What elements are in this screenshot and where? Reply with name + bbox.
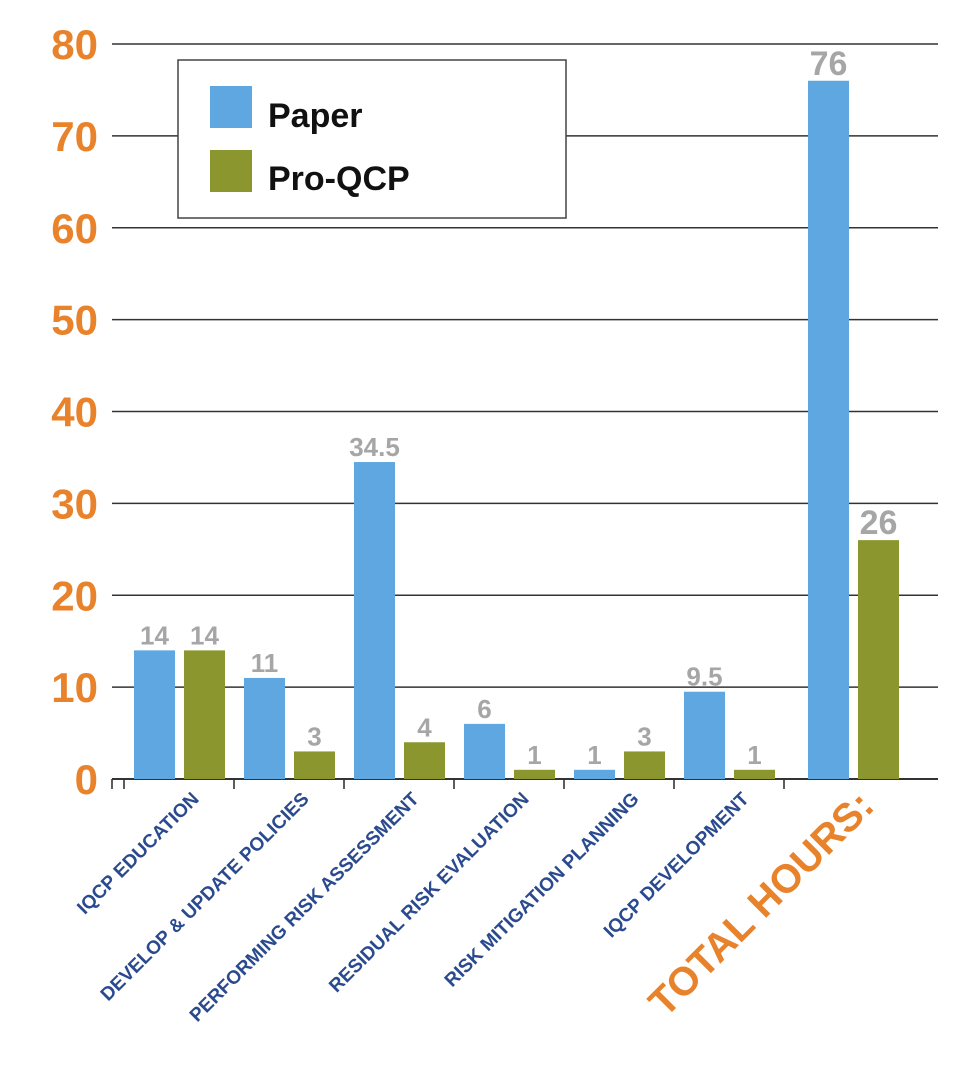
x-tick-label-0: IQCP EDUCATION xyxy=(73,789,203,919)
bar-paper-3 xyxy=(464,723,505,779)
y-tick-label-50: 50 xyxy=(51,297,98,344)
bars xyxy=(134,80,899,779)
y-tick-label-60: 60 xyxy=(51,205,98,252)
y-tick-label-70: 70 xyxy=(51,113,98,160)
bar-paper-6 xyxy=(808,80,849,779)
legend-swatch-paper xyxy=(210,86,252,128)
legend-label-paper: Paper xyxy=(268,97,363,135)
legend-label-pro-qcp: Pro-QCP xyxy=(268,160,410,198)
legend: Paper Pro-QCP xyxy=(177,59,567,219)
data-label-pro-qcp-4: 3 xyxy=(637,721,651,751)
y-tick-label-20: 20 xyxy=(51,572,98,619)
bar-paper-5 xyxy=(684,691,725,779)
bar-paper-0 xyxy=(134,650,175,779)
data-label-paper-6: 76 xyxy=(810,45,848,83)
bar-pro-qcp-4 xyxy=(624,751,665,779)
y-tick-label-80: 80 xyxy=(51,21,98,68)
data-label-pro-qcp-1: 3 xyxy=(307,721,321,751)
x-tick-label-1: DEVELOP & UPDATE POLICIES xyxy=(97,789,314,1006)
data-label-paper-2: 34.5 xyxy=(349,432,400,462)
bar-pro-qcp-2 xyxy=(404,742,445,779)
x-tick-label-6: TOTAL HOURS: xyxy=(641,783,883,1025)
data-label-paper-3: 6 xyxy=(477,694,491,724)
bar-pro-qcp-1 xyxy=(294,751,335,779)
legend-swatch-pro-qcp xyxy=(210,150,252,192)
data-label-paper-5: 9.5 xyxy=(686,662,722,692)
data-label-pro-qcp-2: 4 xyxy=(417,712,432,742)
x-tick-label-4: RISK MITIGATION PLANNING xyxy=(441,789,644,992)
data-label-paper-0: 14 xyxy=(140,620,169,650)
y-tick-label-10: 10 xyxy=(51,664,98,711)
data-label-pro-qcp-6: 26 xyxy=(860,504,898,542)
bar-pro-qcp-5 xyxy=(734,769,775,779)
bar-pro-qcp-3 xyxy=(514,769,555,779)
bar-pro-qcp-0 xyxy=(184,650,225,779)
bar-paper-1 xyxy=(244,677,285,779)
x-tick-label-2: PERFORMING RISK ASSESSMENT xyxy=(186,788,424,1026)
bar-pro-qcp-6 xyxy=(858,540,899,779)
data-label-pro-qcp-0: 14 xyxy=(190,620,219,650)
x-tick-label-3: RESIDUAL RISK EVALUATION xyxy=(325,789,533,997)
data-label-pro-qcp-5: 1 xyxy=(747,740,761,770)
data-label-paper-1: 11 xyxy=(251,648,279,678)
bar-paper-4 xyxy=(574,769,615,779)
y-tick-label-0: 0 xyxy=(75,756,98,803)
bar-paper-2 xyxy=(354,462,395,779)
y-tick-label-30: 30 xyxy=(51,480,98,527)
data-label-pro-qcp-3: 1 xyxy=(527,740,541,770)
data-label-paper-4: 1 xyxy=(587,740,601,770)
y-axis-ticks: 0 10 20 30 40 50 60 70 80 xyxy=(51,21,98,803)
y-tick-label-40: 40 xyxy=(51,389,98,436)
